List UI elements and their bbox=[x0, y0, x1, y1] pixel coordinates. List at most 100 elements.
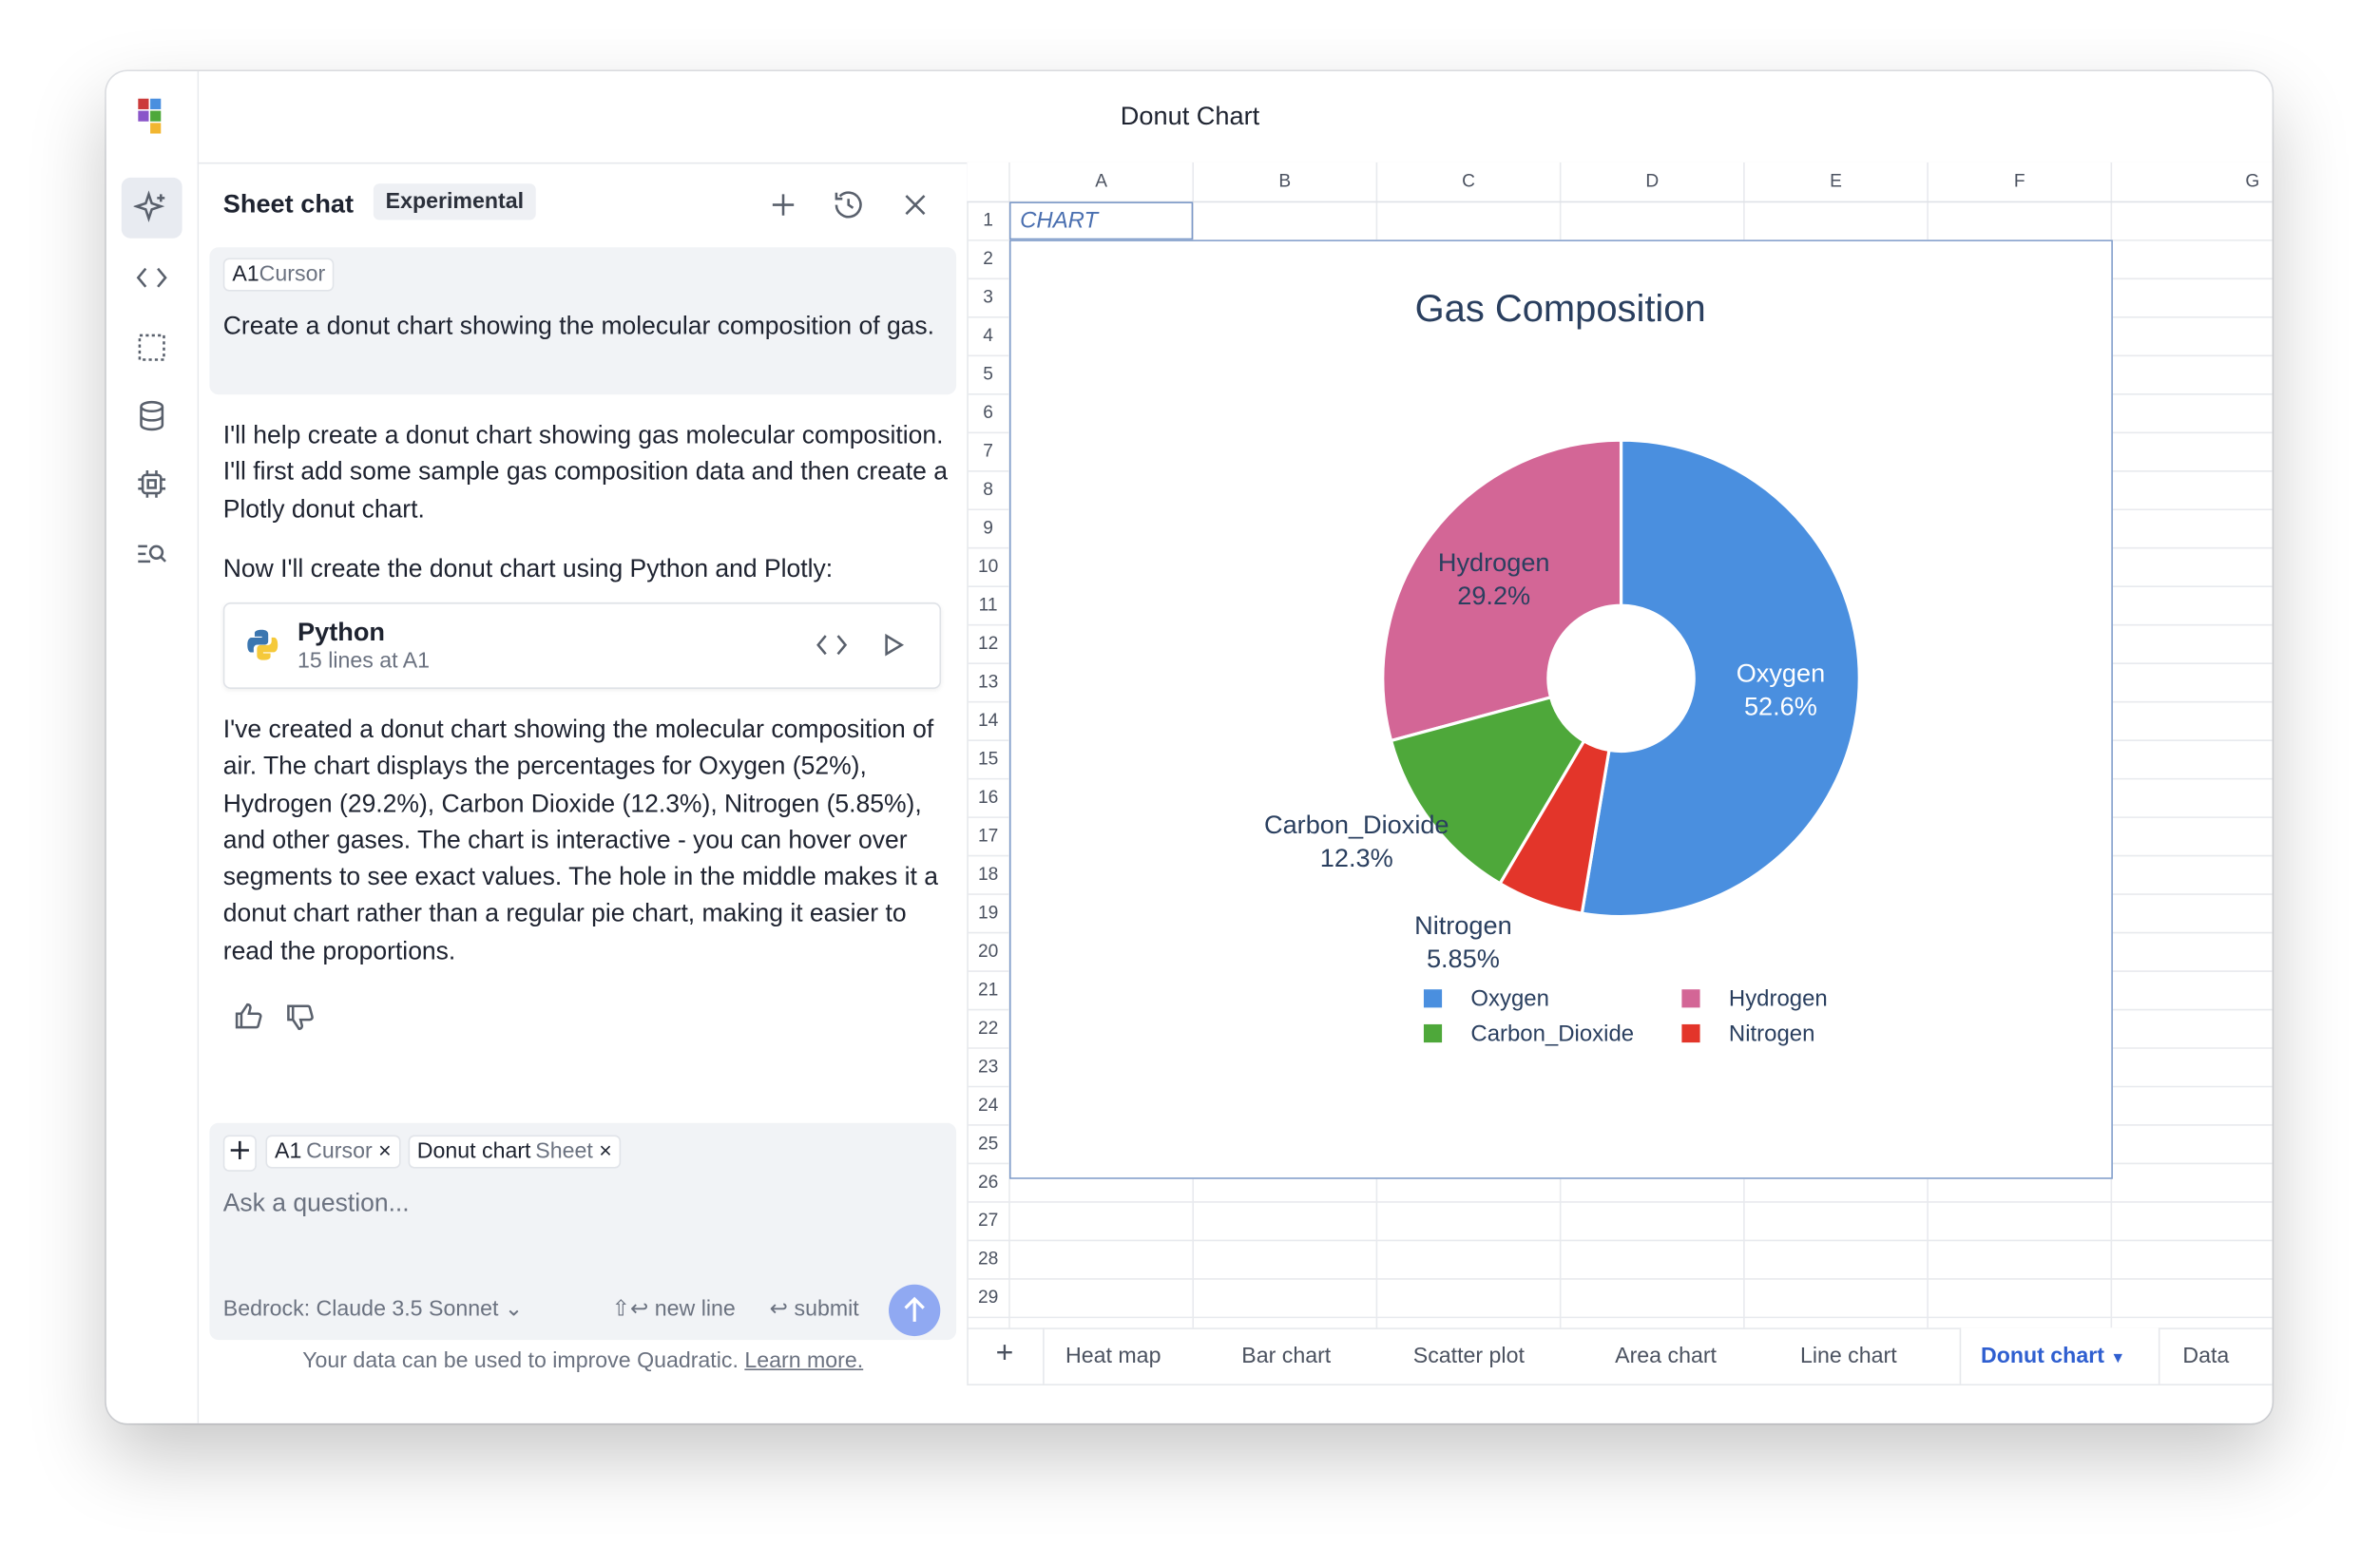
slice-label-value: 5.85% bbox=[1427, 944, 1500, 973]
slice-label-name: Nitrogen bbox=[1414, 910, 1512, 940]
sheet-tab[interactable]: Scatter plot bbox=[1412, 1344, 1525, 1369]
row-number: 8 bbox=[983, 480, 993, 500]
app-logo bbox=[138, 98, 162, 134]
chip-remove[interactable]: × bbox=[372, 1139, 392, 1164]
slice-label-value: 29.2% bbox=[1457, 581, 1530, 610]
sheet-tab[interactable]: Heat map bbox=[1065, 1344, 1161, 1369]
view-code-button[interactable] bbox=[814, 627, 850, 663]
row-number: 5 bbox=[983, 365, 993, 385]
donut-slice[interactable] bbox=[1580, 438, 1861, 919]
legend-swatch[interactable] bbox=[1681, 1023, 1700, 1043]
tab-menu-caret[interactable]: ▼ bbox=[2110, 1350, 2126, 1367]
row-number: 25 bbox=[978, 1134, 998, 1154]
donut-slice[interactable] bbox=[1381, 438, 1623, 743]
run-code-button[interactable] bbox=[875, 627, 912, 663]
legend-label[interactable]: Nitrogen bbox=[1729, 1021, 1814, 1046]
sheet-tab[interactable]: Line chart bbox=[1799, 1344, 1897, 1369]
legend-label[interactable]: Hydrogen bbox=[1729, 986, 1828, 1012]
footer-text: Your data can be used to improve Quadrat… bbox=[302, 1348, 739, 1374]
thumbs-down-button[interactable] bbox=[284, 1000, 317, 1033]
search-icon[interactable] bbox=[134, 536, 170, 572]
slice-label-name: Hydrogen bbox=[1438, 547, 1550, 577]
row-number: 21 bbox=[978, 980, 998, 1000]
row-number: 6 bbox=[983, 403, 993, 423]
new-chat-button[interactable] bbox=[765, 186, 801, 222]
submit-hint: ↩ submit bbox=[769, 1297, 859, 1322]
code-detail: 15 lines at A1 bbox=[298, 649, 431, 675]
row-number: 24 bbox=[978, 1096, 999, 1116]
model-selector[interactable]: Bedrock: Claude 3.5 Sonnet ⌄ bbox=[222, 1297, 524, 1322]
submit-button[interactable] bbox=[888, 1284, 941, 1337]
context-chip[interactable]: A1 Cursor × bbox=[265, 1135, 401, 1169]
chip-name: A1 bbox=[275, 1139, 302, 1164]
legend-label[interactable]: Carbon_Dioxide bbox=[1470, 1021, 1634, 1046]
ai-button-selected[interactable] bbox=[121, 177, 182, 239]
row-number: 18 bbox=[978, 865, 998, 885]
code-block-card[interactable] bbox=[222, 602, 942, 690]
input-placeholder[interactable]: Ask a question... bbox=[222, 1188, 410, 1217]
close-button[interactable] bbox=[897, 186, 933, 222]
panel-divider bbox=[967, 162, 969, 1385]
chip-remove[interactable]: × bbox=[592, 1139, 612, 1164]
chip-type: Cursor bbox=[306, 1139, 373, 1164]
learn-more-link[interactable]: Learn more. bbox=[744, 1348, 864, 1374]
row-number: 17 bbox=[978, 826, 998, 846]
row-number: 28 bbox=[978, 1250, 998, 1270]
assistant-summary: I've created a donut chart showing the m… bbox=[222, 715, 938, 965]
sheet-tab[interactable]: Data bbox=[2182, 1344, 2230, 1369]
ai-icon[interactable] bbox=[133, 190, 170, 226]
column-letter: B bbox=[1278, 172, 1291, 192]
chip-icon[interactable] bbox=[134, 466, 170, 502]
cell-cursor bbox=[1008, 201, 1194, 240]
legend-label[interactable]: Oxygen bbox=[1470, 986, 1549, 1012]
row-number: 16 bbox=[978, 788, 998, 808]
row-number: 26 bbox=[978, 1173, 998, 1193]
donut-slice[interactable] bbox=[1389, 695, 1586, 886]
slice-label-name: Oxygen bbox=[1737, 658, 1825, 687]
legend-swatch[interactable] bbox=[1681, 989, 1700, 1008]
model-name[interactable]: Bedrock: Claude 3.5 Sonnet bbox=[222, 1297, 499, 1322]
database-icon[interactable] bbox=[134, 397, 170, 433]
chip-name: Donut chart bbox=[416, 1139, 531, 1164]
column-letter: A bbox=[1095, 172, 1107, 192]
document-title: Donut Chart bbox=[1120, 101, 1260, 131]
sheet-tab[interactable]: Area chart bbox=[1615, 1344, 1717, 1369]
row-number: 11 bbox=[979, 596, 998, 616]
row-number: 19 bbox=[978, 903, 998, 923]
assistant-paragraph: I'll help create a donut chart showing g… bbox=[222, 420, 948, 524]
tab-separator bbox=[1043, 1327, 1045, 1385]
row-number: 9 bbox=[983, 519, 993, 539]
cell-a1: CHART bbox=[1020, 207, 1100, 233]
row-number: 13 bbox=[978, 672, 998, 692]
code-icon[interactable] bbox=[134, 259, 170, 296]
submit-hint-text: submit bbox=[794, 1297, 859, 1322]
column-letter: D bbox=[1645, 172, 1659, 192]
context-chip[interactable]: Donut chart Sheet × bbox=[408, 1135, 622, 1169]
slice-label-value: 52.6% bbox=[1744, 691, 1817, 720]
row-number: 23 bbox=[978, 1057, 998, 1077]
add-context-button[interactable] bbox=[222, 1135, 257, 1172]
row-number: 14 bbox=[978, 711, 999, 731]
icon-bar bbox=[106, 71, 200, 1423]
chart-title: Gas Composition bbox=[1415, 288, 1706, 330]
slice-label-value: 12.3% bbox=[1320, 843, 1393, 872]
column-letter: C bbox=[1462, 172, 1475, 192]
add-sheet-button[interactable]: + bbox=[995, 1336, 1014, 1371]
legend-swatch[interactable] bbox=[1423, 989, 1443, 1008]
donut-slice[interactable] bbox=[1498, 738, 1611, 915]
chip-type: Sheet bbox=[535, 1139, 593, 1164]
history-button[interactable] bbox=[831, 186, 867, 222]
row-number: 4 bbox=[983, 326, 993, 346]
sheet-tab[interactable]: Donut chart ▼ bbox=[1981, 1344, 2126, 1369]
thumbs-up-button[interactable] bbox=[232, 1000, 265, 1033]
legend-swatch[interactable] bbox=[1423, 1023, 1443, 1043]
row-number: 3 bbox=[983, 288, 993, 308]
sheet-tab[interactable]: Bar chart bbox=[1241, 1344, 1332, 1369]
selection-icon[interactable] bbox=[134, 330, 170, 366]
active-tab-bg bbox=[1959, 1327, 2160, 1385]
chart[interactable]: Gas Composition Oxygen 52.6% Hydrogen 29.2%… bbox=[1008, 239, 2113, 1179]
input-chips: A1 Cursor × Donut chart Sheet × bbox=[265, 1135, 622, 1169]
column-letter: F bbox=[2014, 172, 2025, 192]
